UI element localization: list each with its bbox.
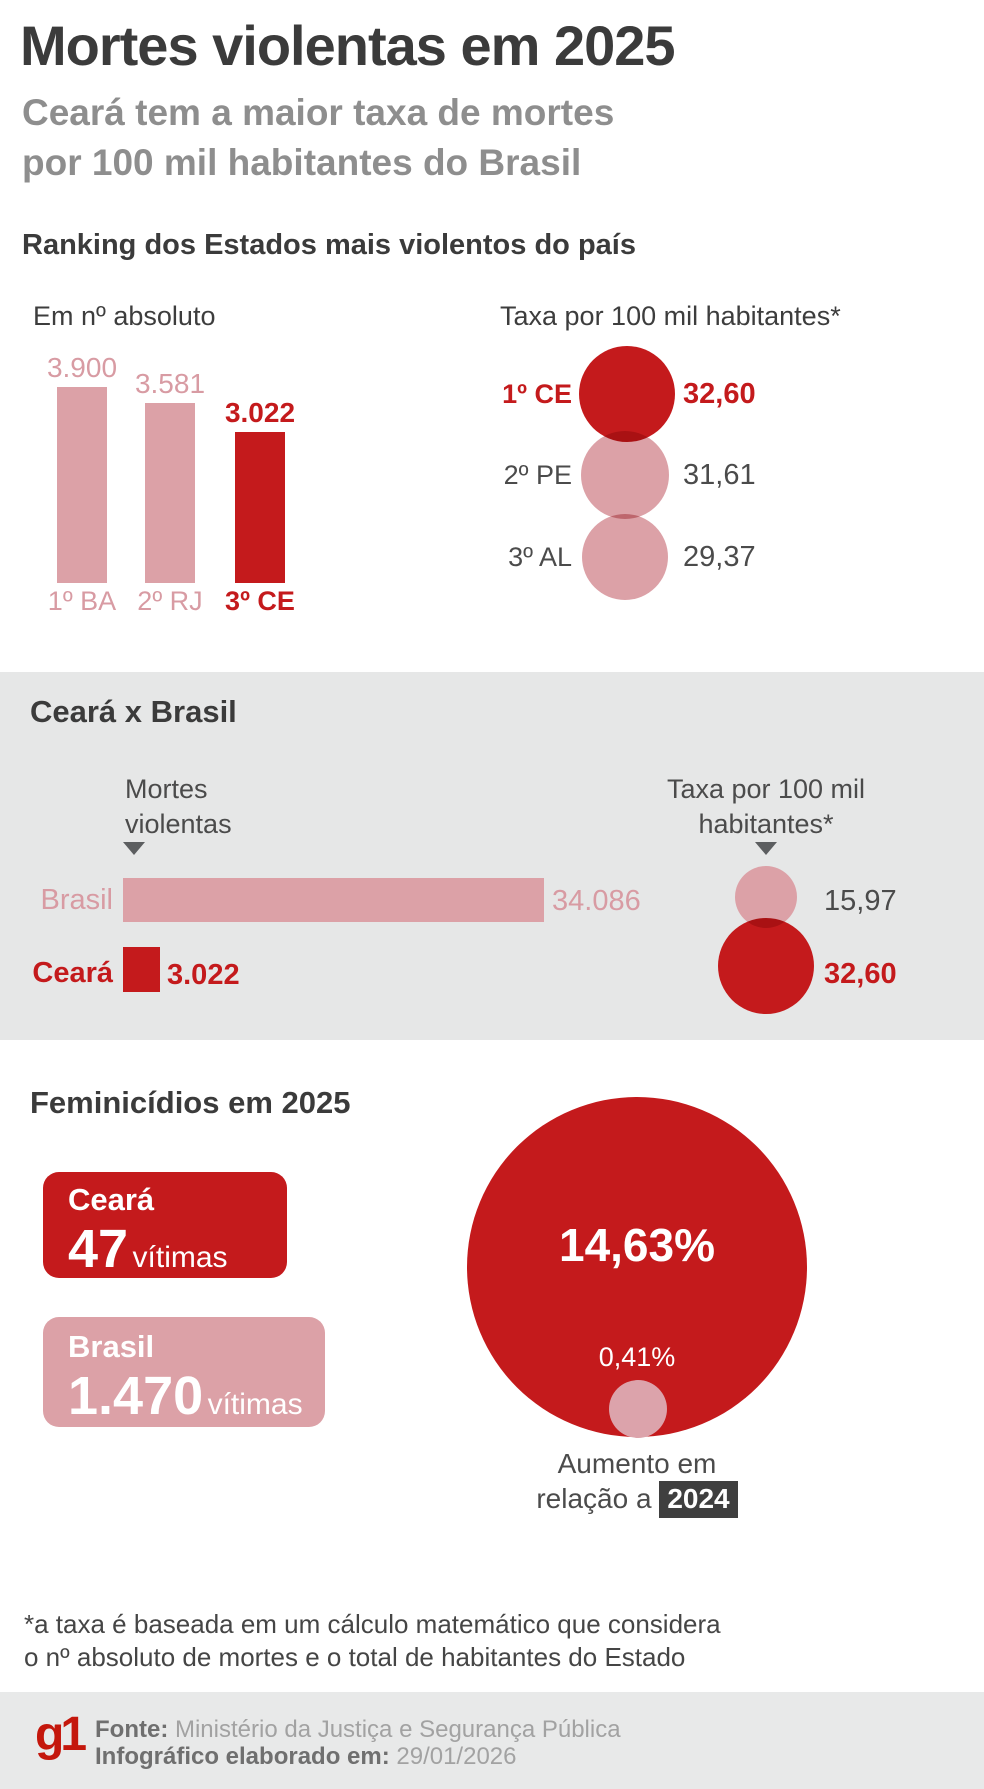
bar-value-ba: 3.900 (46, 352, 118, 383)
absolute-chart-label: Em nº absoluto (33, 301, 216, 331)
rate-value-ce: 32,60 (683, 378, 756, 410)
footer-bar: g1 Fonte: Ministério da Justiça e Segura… (0, 1692, 984, 1789)
card-label: Brasil (68, 1329, 155, 1364)
source-line: Fonte: Ministério da Justiça e Segurança… (95, 1716, 955, 1743)
card-value: 1.470 (68, 1366, 204, 1426)
card-unit: vítimas (207, 1388, 303, 1421)
deaths-value-ceara: 3.022 (167, 959, 240, 991)
source-block: Fonte: Ministério da Justiça e Segurança… (95, 1716, 955, 1770)
g1-logo: g1 (35, 1708, 87, 1761)
caption-line2: relação a 2024 (467, 1481, 807, 1518)
card-value: 47 (68, 1219, 129, 1279)
rate-value-al: 29,37 (683, 541, 756, 573)
date-text: 29/01/2026 (396, 1743, 517, 1770)
card-label: Ceará (68, 1182, 155, 1217)
down-triangle-icon (755, 842, 777, 855)
bar-value-rj: 3.581 (134, 368, 206, 399)
deaths-value-brasil: 34.086 (552, 885, 641, 917)
rate-rank-al: 3º AL (508, 542, 572, 572)
rate-chart-label: Taxa por 100 mil habitantes* (500, 301, 841, 331)
rate-column-label: Taxa por 100 mil habitantes* (666, 774, 866, 839)
page-title: Mortes violentas em 2025 (20, 14, 676, 77)
deaths-bar-ceara (123, 947, 160, 992)
bar-category-ce: 3º CE (225, 586, 295, 616)
ranking-section-title: Ranking dos Estados mais violentos do pa… (22, 229, 636, 261)
bar-rj (145, 403, 195, 583)
bubble-pe (581, 431, 669, 519)
page-subtitle: Ceará tem a maior taxa de mortes por 100… (22, 92, 615, 183)
caption-year-badge: 2024 (659, 1481, 738, 1518)
footnote: *a taxa é baseada em um cálculo matemáti… (24, 1609, 721, 1672)
femicides-small-bubble (609, 1380, 667, 1438)
bubble-ce (579, 346, 675, 442)
femicides-title: Feminicídios em 2025 (30, 1085, 351, 1120)
source-text: Ministério da Justiça e Segurança Públic… (174, 1716, 621, 1743)
rate-value-brasil: 15,97 (824, 885, 897, 917)
date-label: Infográfico elaborado em: (95, 1743, 390, 1770)
row-label-brasil: Brasil (40, 884, 113, 916)
rate-rank-ce: 1º CE (502, 379, 572, 409)
row-label-ceara: Ceará (32, 957, 113, 989)
caption-line1: Aumento em (557, 1448, 717, 1479)
bar-value-ce: 3.022 (224, 397, 296, 428)
bubble-al (582, 514, 668, 600)
caption-prefix: relação a (536, 1483, 652, 1514)
deaths-bar-brasil (123, 878, 544, 922)
femicides-caption: Aumento em relação a 2024 (467, 1446, 807, 1518)
card-unit: vítimas (132, 1241, 228, 1274)
comparison-rate-bubbles (718, 866, 814, 1014)
rate-rank-pe: 2º PE (503, 460, 572, 490)
bar-ce (235, 432, 285, 583)
rate-value-pe: 31,61 (683, 459, 756, 491)
bubble-brasil (735, 866, 797, 928)
femicides-card-brasil: Brasil 1.470 vítimas (43, 1317, 325, 1427)
bar-category-rj: 2º RJ (137, 586, 203, 616)
date-line: Infográfico elaborado em: 29/01/2026 (95, 1743, 955, 1770)
rate-bubbles (579, 346, 675, 600)
femicides-small-pct: 0,41% (598, 1342, 676, 1372)
femicides-big-pct: 14,63% (558, 1219, 715, 1271)
bar-ba (57, 387, 107, 583)
comparison-title: Ceará x Brasil (30, 694, 237, 729)
down-triangle-icon (123, 842, 145, 855)
source-label: Fonte: (95, 1716, 169, 1743)
bubble-ceara (718, 918, 814, 1014)
rate-value-ceara: 32,60 (824, 958, 897, 990)
section-ceara-x-brasil: Ceará x Brasil Mortes violentas Taxa por… (0, 672, 984, 1040)
deaths-column-label: Mortes violentas (125, 774, 232, 839)
bar-category-ba: 1º BA (47, 586, 117, 616)
femicides-card-ceara: Ceará 47 vítimas (43, 1172, 287, 1279)
